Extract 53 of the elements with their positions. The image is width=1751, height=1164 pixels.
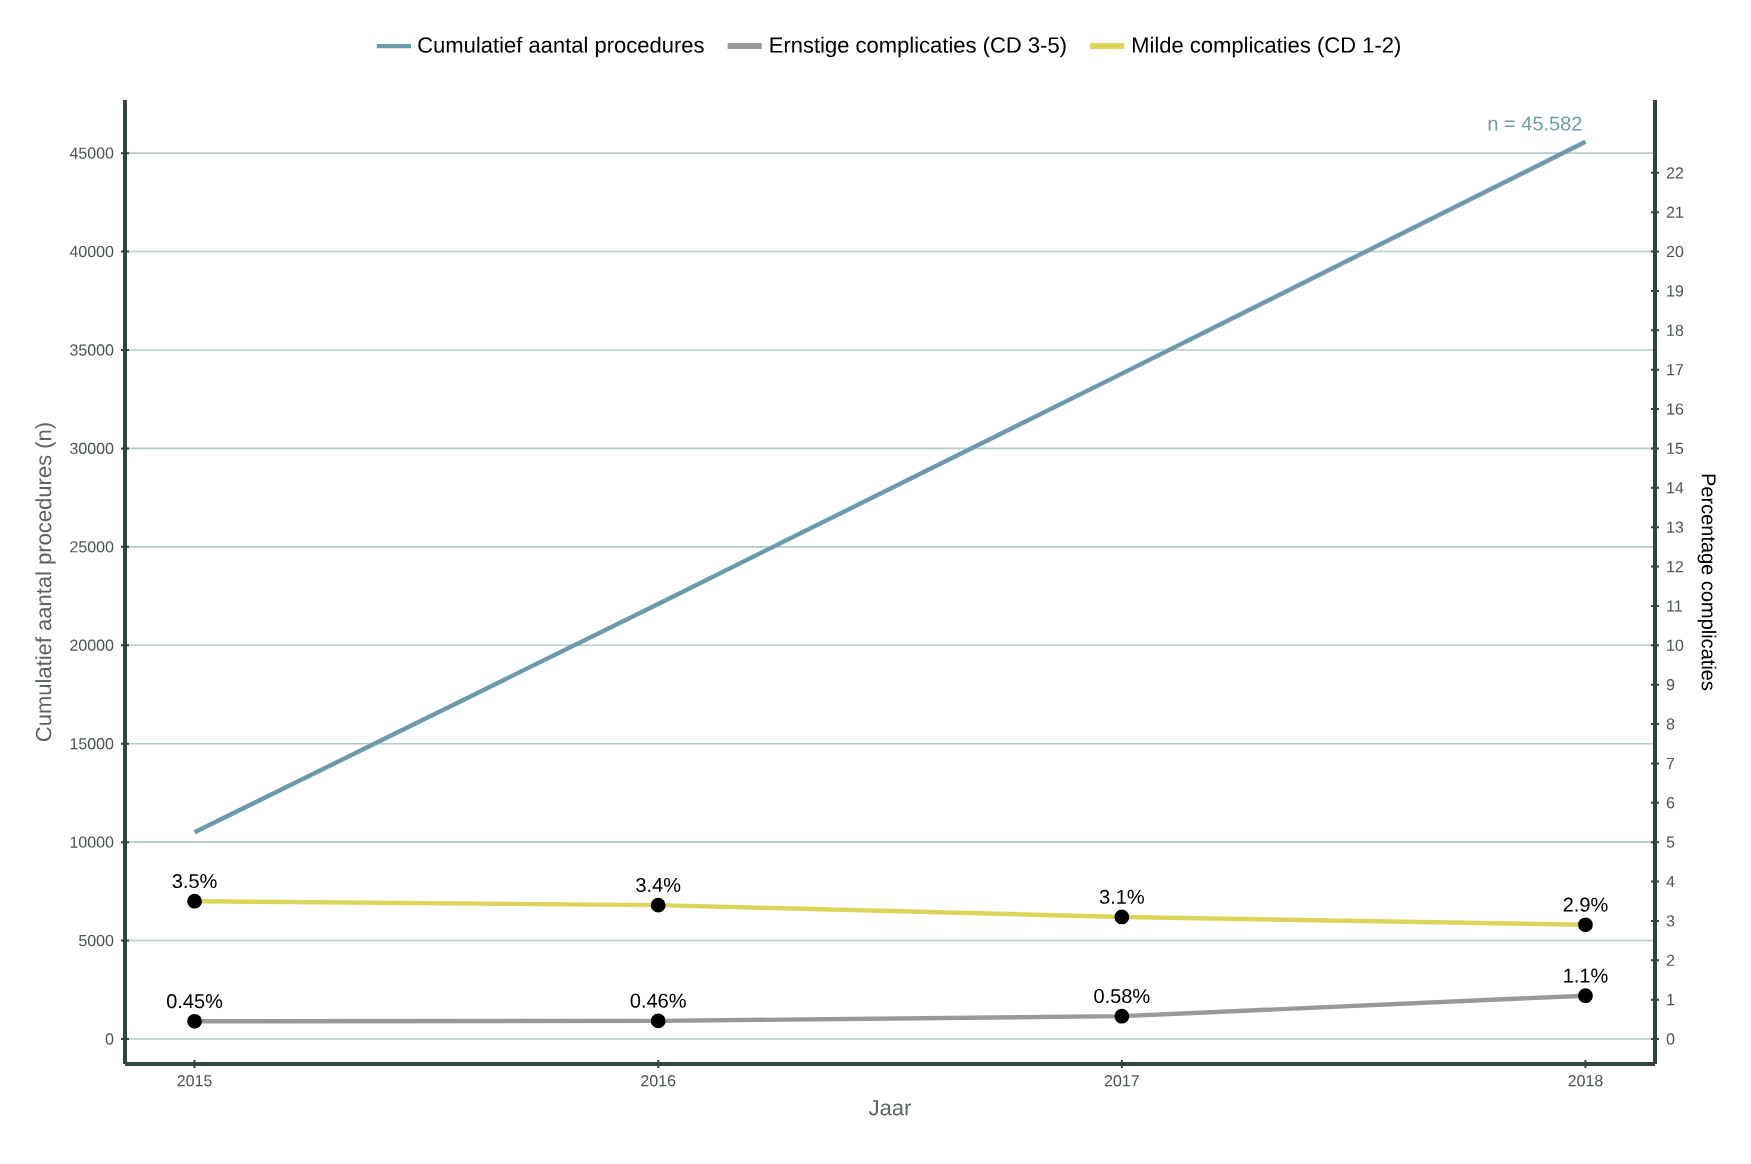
y-tick-label: 45000 (69, 147, 114, 159)
y-tick-label: 40000 (69, 245, 114, 258)
y-tick-label: 15000 (70, 738, 114, 750)
data-label: 0.58% (1094, 988, 1150, 1004)
y-tick-label: 20000 (70, 639, 114, 651)
y2-tick-label: 18 (1667, 324, 1684, 336)
y2-tick-label: 0 (1666, 1033, 1675, 1045)
y2-tick-label: 13 (1667, 521, 1684, 533)
data-label: 0.45% (166, 994, 223, 1009)
y2-tick-label: 2 (1666, 954, 1675, 966)
data-label: 3.4% (636, 877, 681, 893)
legend-label: Milde complicaties (CD 1-2) (1132, 36, 1400, 58)
data-label: 3.5% (172, 873, 217, 889)
data-label: 0.46% (630, 993, 686, 1008)
annotation: n = 45.582 (1488, 116, 1582, 131)
y2-tick-label: 7 (1666, 757, 1675, 769)
y-tick-label: 5000 (78, 934, 114, 947)
line-series (192, 139, 1588, 835)
legend-label: Cumulatief aantal procedures (418, 36, 704, 58)
y2-tick-label: 16 (1667, 403, 1684, 415)
data-label: 2.9% (1563, 897, 1608, 912)
y2-tick-label: 12 (1667, 560, 1684, 573)
y-tick-label: 0 (105, 1033, 114, 1045)
y-tick-label: 30000 (70, 442, 114, 455)
y2-tick-label: 9 (1666, 679, 1675, 691)
y2-tick-label: 6 (1666, 797, 1675, 809)
y2-axis-title: Percentage complicaties (1697, 474, 1717, 691)
data-label: 3.1% (1099, 889, 1144, 904)
y2-tick-label: 22 (1666, 167, 1684, 179)
x-tick-label: 2015 (177, 1075, 212, 1087)
y2-tick-label: 4 (1666, 876, 1675, 888)
y2-tick-label: 1 (1667, 994, 1675, 1006)
y2-tick-label: 21 (1666, 206, 1684, 218)
y-tick-label: 10000 (70, 836, 114, 848)
y2-tick-label: 3 (1666, 915, 1675, 927)
y2-tick-label: 20 (1666, 245, 1684, 258)
y2-tick-label: 17 (1667, 364, 1684, 376)
x-tick-label: 2016 (641, 1075, 676, 1087)
y2-tick-label: 14 (1667, 482, 1684, 494)
legend-label: Ernstige complicaties (CD 3-5) (770, 36, 1066, 58)
y2-tick-label: 8 (1666, 718, 1675, 730)
y-tick-label: 35000 (70, 344, 114, 356)
x-axis-title: Jaar (868, 1100, 912, 1116)
y-axis-title: Cumulatief aantal procedures (n) (35, 423, 56, 742)
x-tick-label: 2018 (1568, 1075, 1603, 1087)
y2-tick-label: 5 (1666, 836, 1675, 848)
y-tick-label: 25000 (70, 541, 114, 553)
y2-tick-label: 15 (1667, 442, 1684, 455)
y2-tick-label: 10 (1667, 639, 1684, 651)
y2-tick-label: 19 (1667, 285, 1684, 297)
y2-tick-label: 11 (1667, 600, 1682, 612)
data-label: 1.1% (1564, 968, 1608, 983)
x-tick-label: 2017 (1104, 1075, 1139, 1087)
